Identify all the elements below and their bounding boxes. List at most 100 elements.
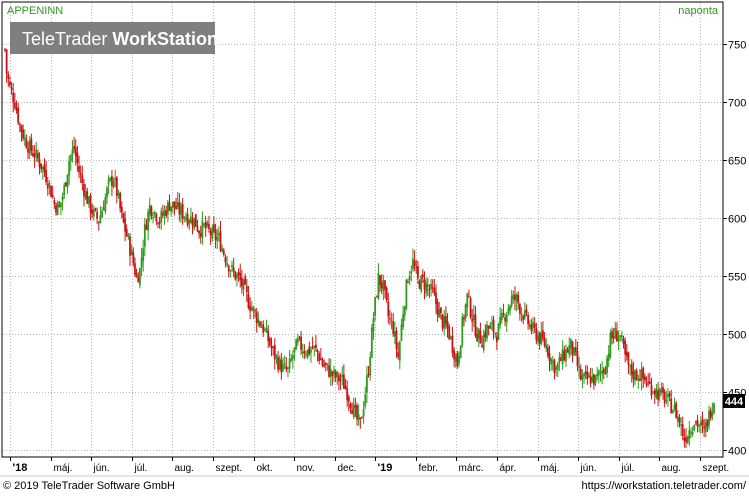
candle-up xyxy=(472,314,475,320)
candle-up xyxy=(551,361,554,363)
candle-up xyxy=(264,329,266,331)
candle-down xyxy=(695,421,697,423)
candle-down xyxy=(53,200,56,205)
candle-up xyxy=(637,378,640,380)
candle-down xyxy=(663,391,666,404)
candle-down xyxy=(645,383,648,386)
candle-down xyxy=(124,218,126,232)
candle-down xyxy=(356,405,358,420)
candle-down xyxy=(380,282,383,289)
candle-down xyxy=(444,315,447,324)
candle-up xyxy=(130,249,133,255)
candle-up xyxy=(607,353,610,361)
candle-up xyxy=(680,424,682,426)
candle-down xyxy=(37,153,39,159)
candle-up xyxy=(301,351,304,354)
candle-down xyxy=(683,437,686,441)
candle-up xyxy=(203,223,205,225)
candle-down xyxy=(73,146,75,149)
x-tick-label: febr. xyxy=(419,463,438,474)
candle-up xyxy=(454,355,457,362)
candle-up xyxy=(142,248,145,262)
candle-up xyxy=(56,202,59,216)
candle-up xyxy=(412,258,414,270)
candle-up xyxy=(112,180,115,187)
candle-down xyxy=(502,312,505,315)
candle-up xyxy=(48,182,51,186)
candle-down xyxy=(413,260,416,267)
x-tick-label: '19 xyxy=(378,462,393,474)
candle-down xyxy=(563,350,566,360)
candle-up xyxy=(688,430,691,439)
candle-down xyxy=(119,192,122,209)
candle-up xyxy=(561,348,564,365)
candle-down xyxy=(227,265,230,272)
candle-down xyxy=(50,185,52,197)
candle-down xyxy=(339,379,342,381)
candle-up xyxy=(393,331,396,337)
candle-down xyxy=(342,374,345,389)
candle-up xyxy=(310,349,312,353)
candle-down xyxy=(361,417,363,419)
candle-down xyxy=(616,330,618,342)
candle-down xyxy=(351,409,353,414)
candle-up xyxy=(282,364,284,371)
candle-down xyxy=(653,390,656,395)
candle-down xyxy=(440,307,442,313)
candle-up xyxy=(430,283,432,289)
candle-down xyxy=(270,345,273,349)
candle-down xyxy=(268,338,271,346)
candle-down xyxy=(122,213,125,222)
candle-down xyxy=(463,317,465,320)
candle-down xyxy=(9,81,11,86)
candle-up xyxy=(221,248,224,252)
candle-up xyxy=(390,320,393,322)
candle-up xyxy=(591,376,594,382)
candle-up xyxy=(336,371,339,377)
candle-up xyxy=(617,337,620,342)
candle-down xyxy=(576,351,579,366)
x-tick-label: máj. xyxy=(54,463,73,474)
source-url[interactable]: https://workstation.teletrader.com/ xyxy=(582,480,747,492)
candle-down xyxy=(548,352,551,362)
candle-down xyxy=(579,368,582,380)
candle-up xyxy=(505,314,508,323)
candle-down xyxy=(650,385,653,396)
candle-down xyxy=(346,388,349,401)
candle-up xyxy=(296,338,299,343)
candle-up xyxy=(520,313,523,315)
candle-up xyxy=(329,368,332,377)
candle-up xyxy=(599,371,602,373)
candle-down xyxy=(533,323,536,328)
candle-down xyxy=(204,222,207,229)
candle-down xyxy=(416,266,419,279)
candle-down xyxy=(504,317,506,321)
candle-down xyxy=(208,224,210,229)
candle-up xyxy=(523,310,526,319)
candle-up xyxy=(601,370,604,375)
candle-down xyxy=(272,346,275,348)
candle-down xyxy=(344,385,347,389)
candle-up xyxy=(364,394,367,407)
candle-up xyxy=(326,363,329,365)
last-price-tag xyxy=(723,394,745,408)
candle-down xyxy=(25,139,28,148)
candle-down xyxy=(397,351,400,358)
candle-down xyxy=(446,320,449,328)
candle-down xyxy=(392,321,395,335)
candle-down xyxy=(379,275,381,285)
x-tick-label: aug. xyxy=(662,463,681,474)
candle-up xyxy=(449,336,452,338)
candle-down xyxy=(86,191,89,204)
y-tick-label: 650 xyxy=(728,156,746,168)
candle-up xyxy=(41,166,44,170)
x-tick-label: júl. xyxy=(621,463,635,474)
candle-up xyxy=(458,355,460,364)
candle-down xyxy=(273,344,276,360)
candle-up xyxy=(226,263,228,266)
candle-down xyxy=(18,123,21,125)
candle-down xyxy=(566,349,569,353)
candle-up xyxy=(71,149,74,156)
x-tick-label: aug. xyxy=(175,463,194,474)
